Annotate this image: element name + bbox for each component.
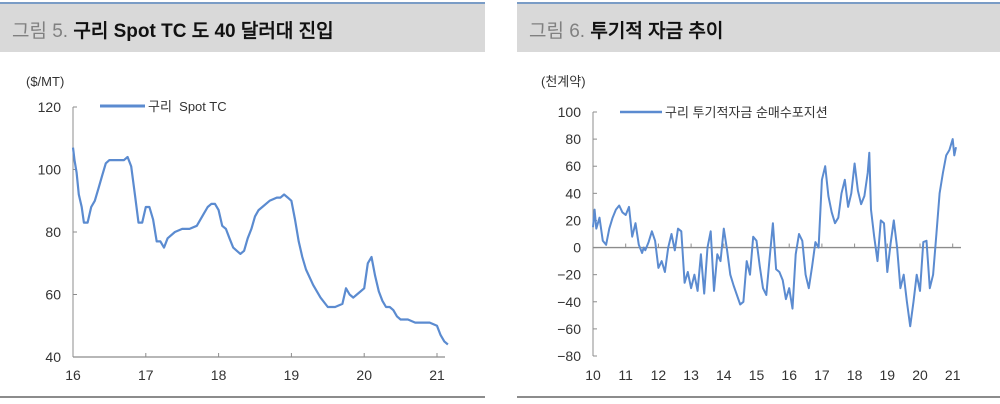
x-tick-label: 17 [814, 367, 830, 383]
x-tick-label: 21 [945, 367, 961, 383]
y-tick-label: 80 [45, 224, 61, 240]
net-position-line [592, 138, 957, 328]
figure-5-title: 구리 Spot TC 도 40 달러대 진입 [73, 21, 334, 42]
figure-5-panel: 그림 5. 구리 Spot TC 도 40 달러대 진입 ($/MT) 40 60… [0, 0, 485, 404]
figure-5-number: 그림 5. [12, 21, 69, 42]
y-tick-label: −60 [557, 321, 581, 337]
copper-spot-tc-chart: ($/MT) 40 60 80 100 120 16 17 18 19 20 21 구리 Spot … [26, 74, 449, 383]
x-tick-label: 12 [651, 367, 667, 383]
spot-tc-line [71, 147, 449, 346]
x-tick-label: 17 [138, 367, 154, 383]
y-tick-label: 80 [565, 131, 581, 147]
x-tick-label: 19 [284, 367, 300, 383]
y-tick-label: 100 [38, 162, 62, 178]
axes: 40 60 80 100 120 16 17 18 19 20 21 [38, 99, 445, 383]
y-tick-label: −20 [557, 267, 581, 283]
y-tick-label: 20 [565, 212, 581, 228]
axes: −80 −60 −40 −20 0 20 40 60 80 100 10 11 12 13 14 15 16 17… [557, 104, 961, 383]
x-tick-label: 16 [65, 367, 81, 383]
legend-label: 구리 Spot TC [148, 99, 227, 114]
figure-6-number: 그림 6. [529, 21, 586, 42]
y-tick-label: 100 [558, 104, 582, 120]
x-tick-label: 18 [211, 367, 227, 383]
y-tick-label: −40 [557, 294, 581, 310]
legend: 구리 투기적자금 순매수포지션 [620, 105, 828, 120]
y-tick-label: 120 [38, 99, 62, 115]
x-tick-label: 18 [847, 367, 863, 383]
y-tick-label: 40 [565, 185, 581, 201]
y-tick-label: 60 [45, 287, 61, 303]
y-tick-label: 40 [45, 349, 61, 365]
x-tick-label: 21 [429, 367, 445, 383]
y-tick-label: 0 [573, 240, 581, 256]
y-tick-label: 60 [565, 158, 581, 174]
x-tick-label: 20 [356, 367, 372, 383]
x-tick-label: 13 [683, 367, 699, 383]
y-axis-unit: ($/MT) [26, 74, 64, 89]
y-tick-label: −80 [557, 348, 581, 364]
legend: 구리 Spot TC [100, 99, 227, 114]
divider [517, 396, 1000, 398]
figure-5-title-bar: 그림 5. 구리 Spot TC 도 40 달러대 진입 [0, 2, 485, 52]
figure-6-title-bar: 그림 6. 투기적 자금 추이 [517, 2, 1000, 52]
x-tick-label: 14 [716, 367, 732, 383]
figure-6-panel: 그림 6. 투기적 자금 추이 (천계약) −80 −60 −40 −20 0 20 40 6… [517, 0, 1000, 404]
divider [0, 396, 485, 398]
y-axis-unit: (천계약) [541, 74, 586, 89]
x-tick-label: 11 [618, 367, 633, 383]
speculative-position-chart: (천계약) −80 −60 −40 −20 0 20 40 60 80 100 10 11 12 13 14… [541, 74, 961, 383]
legend-label: 구리 투기적자금 순매수포지션 [665, 105, 828, 120]
x-tick-label: 19 [880, 367, 896, 383]
x-tick-label: 20 [912, 367, 928, 383]
x-tick-label: 16 [781, 367, 797, 383]
figure-6-title: 투기적 자금 추이 [590, 21, 724, 42]
x-tick-label: 15 [749, 367, 765, 383]
x-tick-label: 10 [585, 367, 601, 383]
